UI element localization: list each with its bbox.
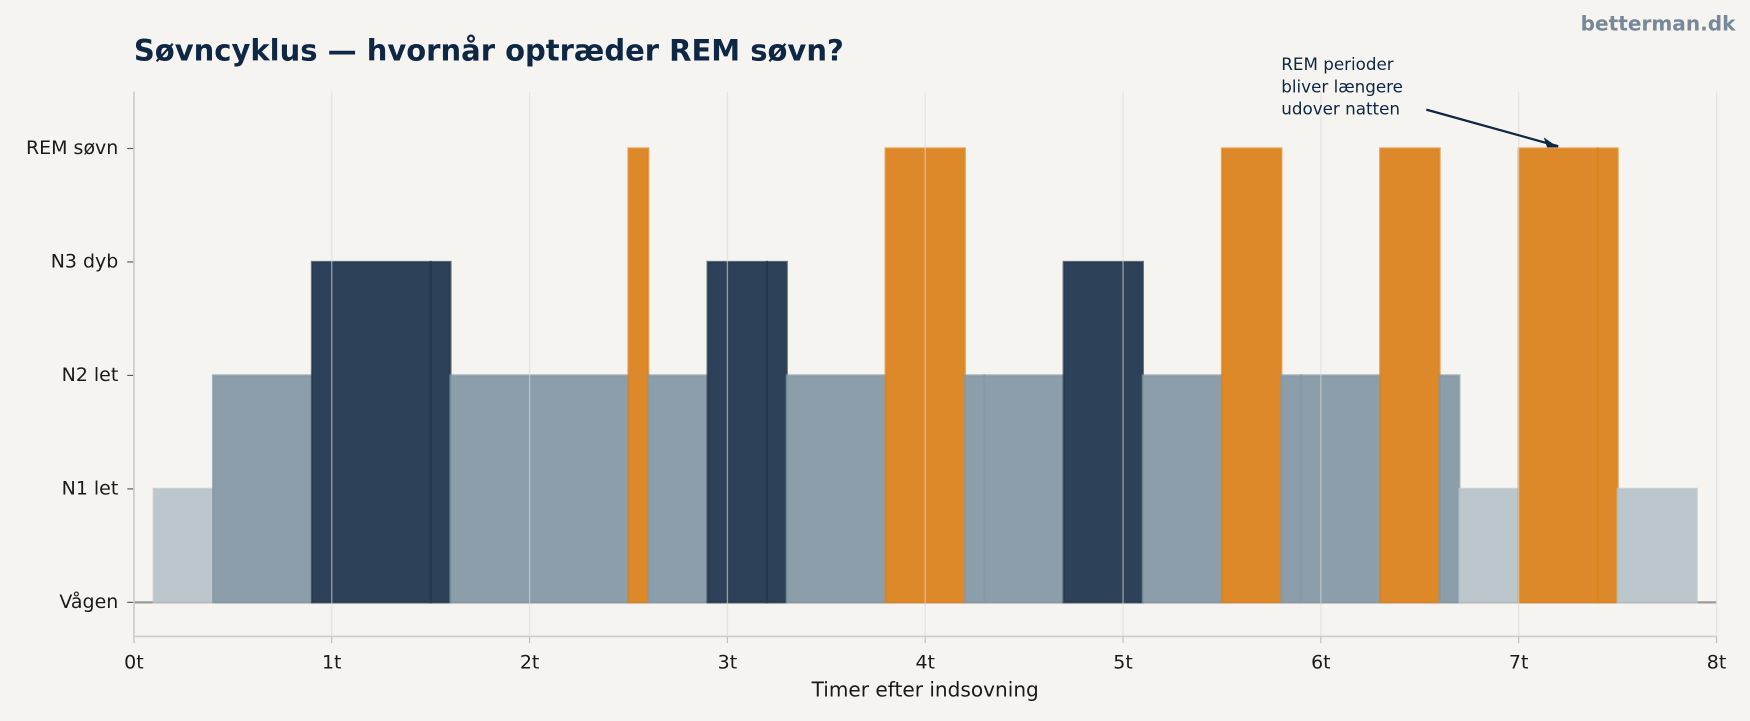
stage-bar	[983, 374, 1065, 604]
x-tick-label: 2t	[520, 652, 540, 674]
stage-bar	[1458, 487, 1520, 604]
x-tick-label: 4t	[915, 652, 935, 674]
stage-bar	[627, 147, 650, 604]
annotation-line: udover natten	[1281, 99, 1400, 119]
stage-bar	[1438, 374, 1461, 604]
stage-bar	[211, 374, 314, 604]
stage-bar	[1616, 487, 1698, 604]
stage-bar	[785, 374, 887, 604]
stage-bar	[429, 260, 452, 604]
watermark: betterman.dk	[1581, 11, 1736, 35]
stage-bar	[1299, 374, 1382, 604]
stage-bar	[963, 374, 986, 604]
annotation-arrow	[1426, 108, 1559, 148]
stage-bar	[1062, 260, 1144, 604]
annotation-line: REM perioder	[1281, 54, 1394, 74]
stage-bar	[1141, 374, 1224, 604]
stage-bar	[1379, 147, 1441, 604]
annotation-line: bliver længere	[1281, 76, 1403, 96]
y-tick-label: N2 let	[62, 364, 119, 386]
stage-bar	[647, 374, 709, 604]
x-tick-label: 7t	[1509, 652, 1529, 674]
stage-bar	[765, 260, 788, 604]
y-tick-label: Vågen	[59, 590, 118, 613]
y-tick-label: REM søvn	[26, 137, 118, 159]
stage-bar	[1280, 374, 1303, 604]
chart-title: Søvncyklus — hvornår optræder REM søvn?	[134, 34, 844, 68]
annotation: REM perioder bliver længere udover natten	[1281, 54, 1403, 119]
y-tick-label: N3 dyb	[51, 250, 119, 272]
x-tick-label: 5t	[1113, 652, 1133, 674]
stage-bar	[1596, 147, 1619, 604]
stage-bar	[706, 260, 769, 604]
x-axis-label: Timer efter indsovning	[811, 678, 1039, 702]
stage-bar	[310, 260, 432, 604]
x-tick-label: 8t	[1707, 652, 1727, 674]
stage-bar	[152, 487, 215, 604]
stage-bar	[1220, 147, 1283, 604]
x-tick-label: 1t	[322, 652, 342, 674]
x-tick-label: 0t	[124, 652, 144, 674]
x-tick-label: 6t	[1311, 652, 1331, 674]
stage-bar	[449, 374, 630, 604]
y-tick-label: N1 let	[62, 477, 119, 499]
arrow-head	[1543, 137, 1559, 148]
x-tick-label: 3t	[718, 652, 738, 674]
stage-bar	[1517, 147, 1599, 604]
